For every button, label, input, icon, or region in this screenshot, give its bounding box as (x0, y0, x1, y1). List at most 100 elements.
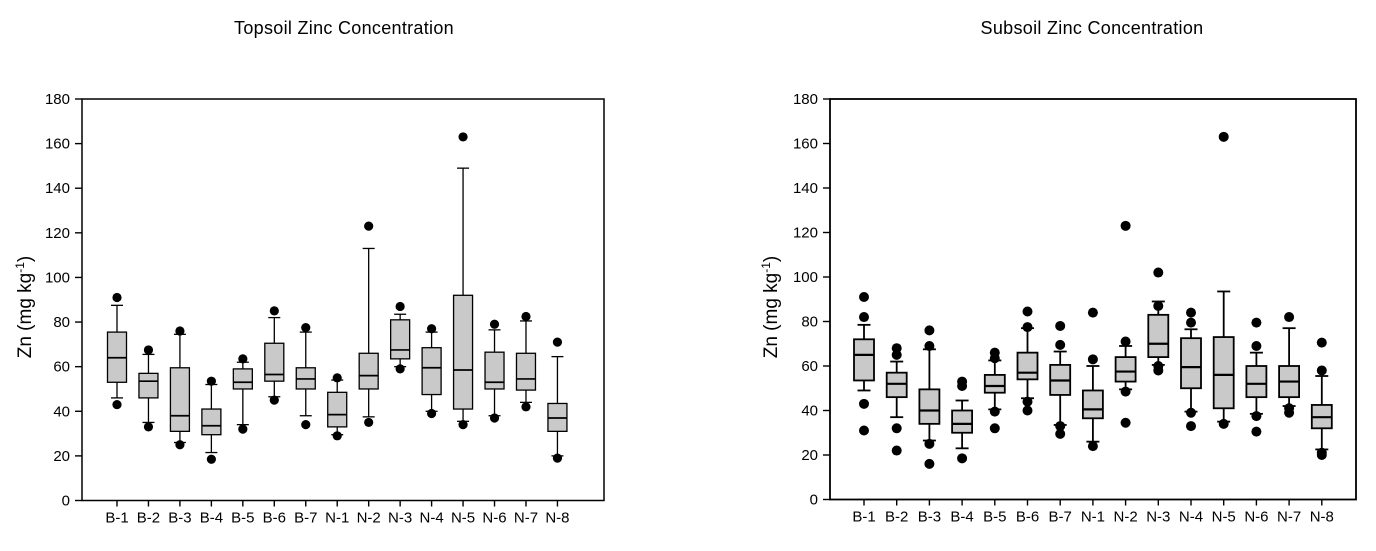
category-label: N-6 (482, 510, 506, 527)
outlier-dot (112, 292, 122, 303)
outlier-dot (395, 301, 405, 312)
outlier-dot (1055, 320, 1066, 331)
iqr-box (484, 351, 505, 390)
outlier-dot (269, 395, 279, 405)
category-label: N-1 (325, 510, 349, 527)
y-tick-label: 120 (45, 225, 70, 242)
outlier-dot (989, 423, 1000, 434)
chart-title-topsoil: Topsoil Zinc Concentration (234, 18, 454, 38)
y-axis-title: Zn (mg kg-1) (759, 256, 782, 359)
box-group-B-7 (1049, 320, 1072, 439)
iqr-box (264, 342, 285, 382)
outlier-dot (924, 325, 935, 336)
box-group-B-1 (106, 292, 128, 410)
category-label: B-5 (983, 509, 1006, 526)
iqr-box (421, 347, 442, 396)
category-label: N-7 (1277, 509, 1301, 526)
outlier-dot (1120, 417, 1131, 428)
outlier-dot (364, 417, 374, 428)
iqr-box (358, 352, 379, 390)
outlier-dot (427, 324, 437, 334)
iqr-box (1212, 336, 1235, 410)
outlier-dot (332, 373, 342, 383)
y-tick-label: 160 (45, 136, 70, 153)
outlier-dot (1153, 365, 1164, 376)
outlier-dot (552, 337, 563, 347)
outlier-dot (1284, 312, 1295, 323)
category-label: B-1 (105, 510, 128, 527)
outlier-dot (1186, 307, 1196, 318)
box-group-B-4 (201, 376, 222, 464)
y-axis-title: Zn (mg kg-1) (13, 256, 36, 359)
outlier-dot (489, 413, 500, 423)
y-tick-label: 100 (45, 269, 70, 286)
y-tick-label: 120 (793, 225, 818, 242)
outlier-dot (521, 402, 531, 412)
category-label: B-2 (885, 509, 908, 526)
outlier-dot (238, 424, 248, 434)
outlier-dot (1055, 339, 1066, 350)
y-tick-label: 140 (45, 180, 70, 197)
y-tick-label: 80 (53, 314, 70, 331)
outlier-dot (957, 381, 968, 392)
iqr-box (1114, 356, 1137, 383)
outlier-dot (143, 422, 154, 432)
category-label: B-3 (918, 509, 941, 526)
outlier-dot (859, 398, 869, 409)
outlier-dot (1186, 407, 1196, 418)
iqr-box (1180, 337, 1202, 390)
outlier-dot (1284, 407, 1295, 418)
outlier-dot (891, 445, 902, 456)
iqr-box (983, 373, 1006, 394)
outlier-dot (521, 311, 531, 322)
box-group-N-3 (389, 301, 411, 374)
category-label: B-7 (1049, 509, 1072, 526)
y-tick-label: 20 (801, 447, 818, 464)
box-group-N-1 (1082, 307, 1104, 452)
outlier-dot (891, 349, 902, 360)
box-group-N-3 (1147, 267, 1170, 376)
outlier-dot (1153, 267, 1164, 278)
outlier-dot (1120, 220, 1131, 231)
category-label: N-3 (388, 510, 412, 527)
box-group-B-4 (951, 376, 973, 464)
iqr-box (232, 368, 253, 390)
outlier-dot (1316, 450, 1327, 460)
box-group-N-4 (421, 324, 442, 419)
y-tick-label: 100 (793, 269, 818, 286)
y-tick-label: 180 (45, 91, 70, 108)
outlier-dot (1251, 317, 1262, 328)
outlier-dot (1087, 307, 1098, 318)
outlier-dot (269, 306, 279, 316)
category-label: N-2 (357, 510, 381, 527)
box-group-N-6 (1245, 317, 1268, 437)
y-tick-label: 60 (801, 358, 818, 375)
iqr-box (1147, 313, 1170, 359)
category-label: N-7 (514, 510, 538, 527)
outlier-dot (143, 345, 154, 355)
category-label: N-8 (1310, 509, 1334, 526)
outlier-dot (458, 132, 468, 142)
outlier-dot (1186, 421, 1196, 432)
outlier-dot (1218, 131, 1229, 142)
y-tick-label: 160 (793, 136, 818, 153)
outlier-dot (301, 420, 311, 430)
outlier-dot (1153, 300, 1164, 311)
box-group-B-3 (918, 325, 941, 469)
box-group-N-7 (1278, 312, 1300, 418)
x-axis: B-1 B-2 B-3 B-4 B-5 B-6 B-7 N-1 N-2 N-3 N-4 N-5 N-6 N… (105, 500, 570, 527)
iqr-box (389, 319, 411, 360)
category-label: B-6 (263, 510, 286, 527)
category-label: N-1 (1081, 509, 1105, 526)
outlier-dot (1022, 405, 1033, 416)
category-label: N-4 (1179, 509, 1203, 526)
outlier-dot (1251, 340, 1262, 351)
box-group-B-2 (138, 345, 159, 432)
y-tick-label: 60 (53, 359, 70, 376)
outlier-dot (989, 353, 1000, 364)
outlier-dot (175, 326, 185, 336)
outlier-dot (1251, 411, 1262, 422)
category-label: B-7 (294, 510, 317, 527)
